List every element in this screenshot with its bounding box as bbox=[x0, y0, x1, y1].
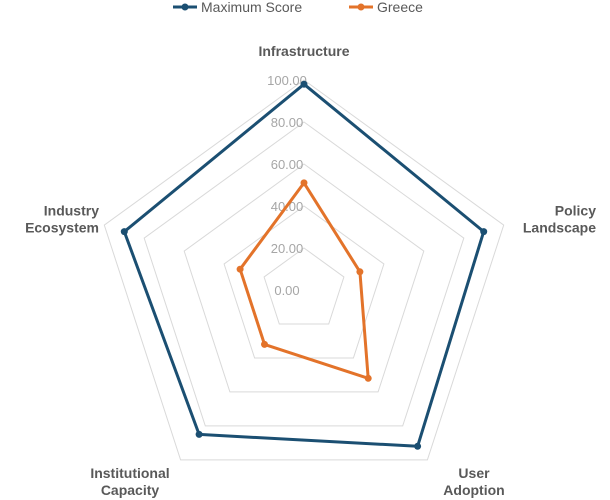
data-point bbox=[120, 228, 128, 236]
legend-swatch-marker bbox=[357, 3, 365, 11]
grid-ring bbox=[103, 79, 505, 461]
data-point bbox=[261, 340, 268, 348]
grid-ring bbox=[263, 247, 345, 325]
data-point bbox=[414, 442, 422, 450]
category-label: Institutional Capacity bbox=[90, 465, 169, 498]
legend-item: Maximum Score bbox=[173, 0, 302, 15]
legend-swatch-marker bbox=[181, 3, 189, 11]
tick-label: 0.00 bbox=[274, 283, 299, 298]
series-group bbox=[120, 80, 488, 450]
data-point bbox=[300, 80, 308, 88]
tick-label: 100.00 bbox=[267, 73, 307, 88]
data-point bbox=[195, 430, 203, 438]
legend-label: Greece bbox=[377, 0, 423, 15]
data-point bbox=[356, 268, 364, 276]
series-1 bbox=[236, 179, 372, 382]
category-label: Policy Landscape bbox=[523, 202, 596, 235]
tick-label: 20.00 bbox=[271, 241, 304, 256]
data-point bbox=[236, 265, 244, 273]
category-label: Industry Ecosystem bbox=[25, 202, 99, 235]
data-point bbox=[480, 228, 488, 236]
category-label: Infrastructure bbox=[258, 43, 349, 59]
data-point bbox=[364, 374, 372, 382]
series-line bbox=[238, 181, 370, 380]
legend: Maximum Score Greece bbox=[173, 0, 423, 15]
grid-ring bbox=[183, 163, 425, 393]
grid-ring bbox=[143, 121, 465, 427]
legend-item: Greece bbox=[349, 0, 423, 15]
data-point bbox=[300, 179, 308, 187]
tick-label: 60.00 bbox=[271, 157, 304, 172]
series-line bbox=[122, 82, 486, 448]
radar-grid bbox=[103, 79, 505, 461]
category-label: User Adoption bbox=[443, 465, 504, 498]
series-0 bbox=[120, 80, 488, 450]
category-labels: Infrastructure Policy Landscape User Adoptio… bbox=[25, 43, 596, 498]
legend-label: Maximum Score bbox=[201, 0, 302, 15]
tick-label: 80.00 bbox=[271, 115, 304, 130]
